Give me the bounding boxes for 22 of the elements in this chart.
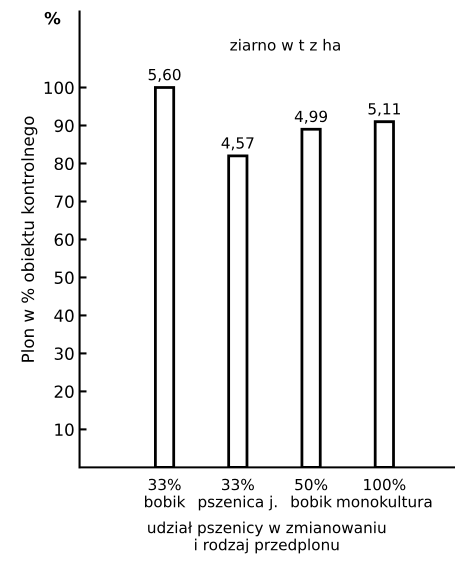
x-tick-label: 50% bobik (292, 478, 332, 508)
y-tick-label: 30 (54, 347, 74, 360)
y-tick-label: 60 (54, 233, 74, 246)
y-tick-label: 40 (54, 309, 74, 322)
y-tick-label: 80 (54, 157, 74, 170)
text: 4,57 (222, 137, 254, 150)
y-axis-title: Plon w % obiektu kontrolnego (21, 116, 38, 362)
y-tick-label: 50 (54, 271, 74, 284)
y-tick-label: 20 (54, 385, 74, 398)
y-tick-label: 100 (44, 81, 74, 94)
y-tick-label: 10 (55, 423, 74, 436)
x-tick-label: 100% monokultura (337, 478, 432, 508)
x-tick-label: 33% bobik (145, 478, 186, 508)
text: 4,99 (294, 110, 328, 124)
y-tick-label: 70 (54, 195, 74, 208)
x-tick-label: 33% pszenica j. (198, 478, 277, 510)
y-tick-label: 90 (54, 119, 74, 132)
text: 5,11 (368, 103, 400, 116)
text: 5,60 (148, 68, 181, 82)
text: % (44, 12, 60, 24)
text: ziarno w t z ha (230, 38, 340, 51)
x-axis-title: udział pszenicy w zmianowaniu i rodzaj przedplonu (148, 521, 386, 554)
